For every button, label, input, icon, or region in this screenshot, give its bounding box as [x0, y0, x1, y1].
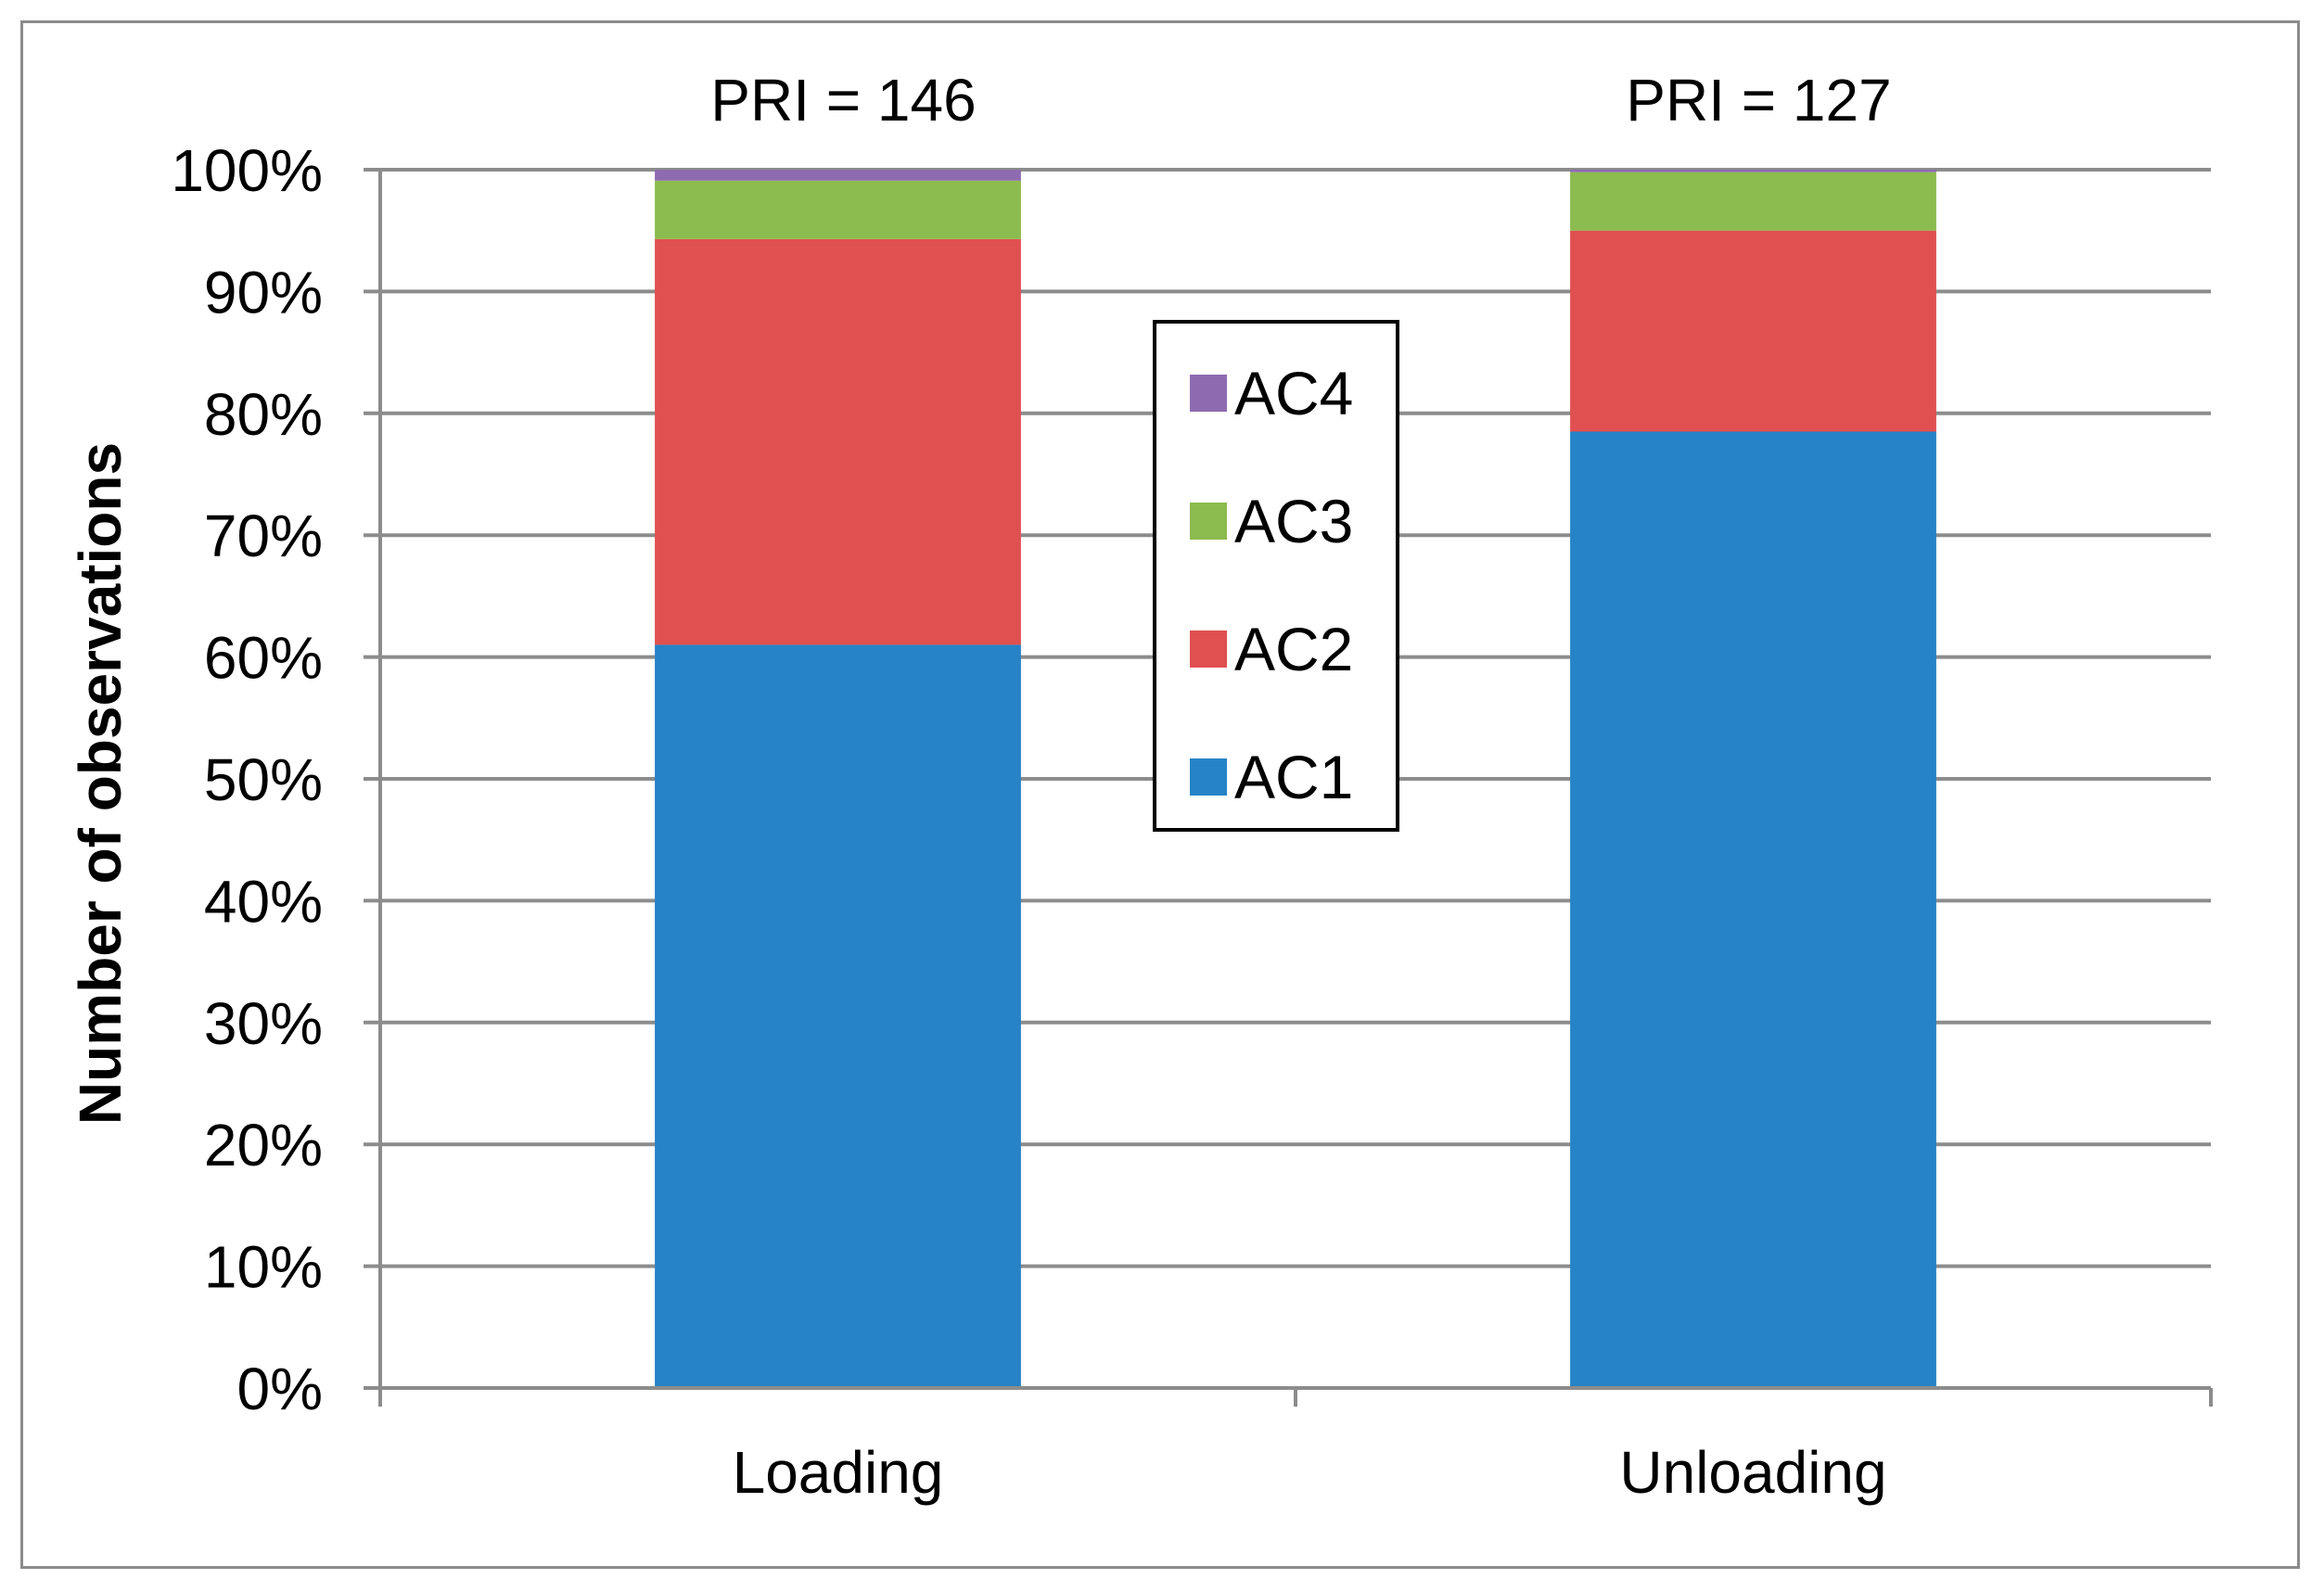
legend-swatch [1190, 503, 1227, 540]
y-tick-label: 40% [204, 868, 323, 935]
bar-ac1-unloading [1570, 431, 1936, 1388]
y-tick-label: 80% [204, 381, 323, 448]
y-tick-label: 50% [204, 746, 323, 813]
bar-ac3-loading [655, 180, 1021, 239]
legend-item-ac2: AC2 [1190, 615, 1353, 683]
legend-item-ac3: AC3 [1190, 487, 1353, 555]
legend-swatch [1190, 630, 1227, 668]
x-tick-label: Loading [733, 1439, 944, 1506]
legend-item-ac4: AC4 [1190, 359, 1353, 427]
bar-ac2-unloading [1570, 230, 1936, 432]
y-tick-label: 0% [237, 1356, 324, 1422]
y-tick-label: 10% [204, 1234, 323, 1301]
y-tick-label: 60% [204, 625, 323, 692]
annotations: PRI = 146 PRI = 127 [710, 67, 1891, 134]
bar-ac4-unloading [1570, 170, 1936, 172]
y-tick-label: 100% [171, 137, 323, 204]
y-axis-label: Number of observations [67, 442, 134, 1125]
y-tick-label: 70% [204, 503, 323, 569]
legend-label: AC4 [1234, 359, 1354, 427]
pri-annotation: PRI = 127 [1626, 67, 1891, 134]
legend-label: AC1 [1234, 743, 1354, 811]
x-tick-label: Unloading [1619, 1439, 1886, 1506]
legend-label: AC2 [1234, 615, 1354, 683]
legend-label: AC3 [1234, 487, 1354, 555]
bar-ac4-loading [655, 170, 1021, 181]
legend-swatch [1190, 758, 1227, 796]
x-tick-labels: Loading Unloading [733, 1439, 1887, 1506]
y-tick-label: 30% [204, 990, 323, 1057]
legend-swatch [1190, 375, 1227, 412]
y-tick-label: 20% [204, 1112, 323, 1178]
bar-ac2-loading [655, 238, 1021, 645]
axes [378, 170, 2213, 1407]
legend: AC4 AC3 AC2 AC1 [1153, 320, 1399, 832]
legend-item-ac1: AC1 [1190, 743, 1353, 811]
bar-ac3-unloading [1570, 172, 1936, 231]
bar-ac1-loading [655, 644, 1021, 1388]
bars [655, 170, 1936, 1388]
y-tick-label: 90% [204, 259, 323, 325]
pri-annotation: PRI = 146 [710, 67, 976, 134]
y-tick-labels: 0% 10% 20% 30% 40% 50% 60% 70% 80% 90% 100% [171, 137, 323, 1422]
